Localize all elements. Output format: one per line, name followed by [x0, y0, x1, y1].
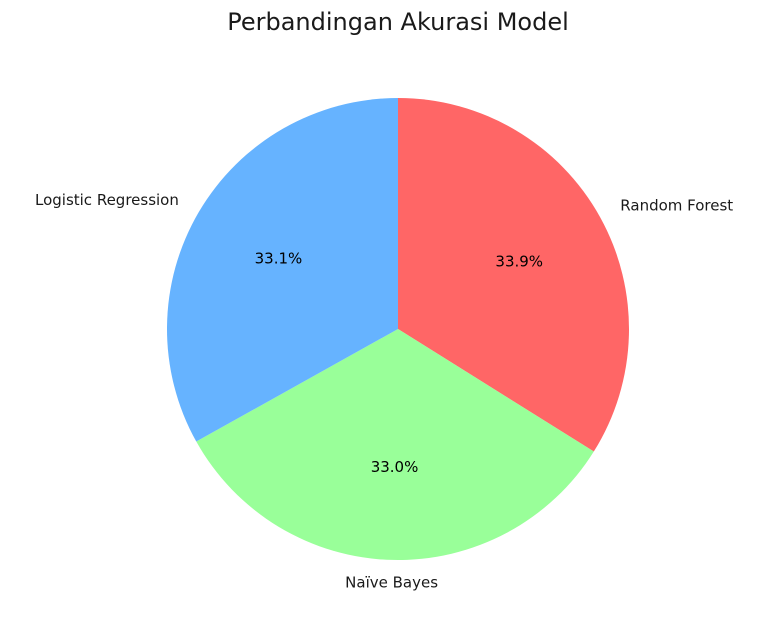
category-labels: Random Forest Naïve Bayes Logistic Regress…	[35, 191, 733, 592]
pie-slice-logistic-regression	[166, 98, 398, 442]
slice-percent-label: 33.0%	[371, 458, 419, 476]
slice-label: Logistic Regression	[35, 191, 179, 209]
percent-labels: 33.9% 33.0% 33.1%	[255, 249, 543, 476]
pie-slice-random-forest	[398, 98, 629, 452]
slice-percent-label: 33.9%	[495, 252, 543, 270]
pie-slices	[166, 98, 629, 561]
slice-percent-label: 33.1%	[255, 249, 303, 267]
pie-slice-na-ve-bayes	[196, 329, 594, 561]
slice-label: Naïve Bayes	[345, 574, 438, 592]
slice-label: Random Forest	[620, 196, 733, 214]
chart-title: Perbandingan Akurasi Model	[227, 8, 569, 36]
